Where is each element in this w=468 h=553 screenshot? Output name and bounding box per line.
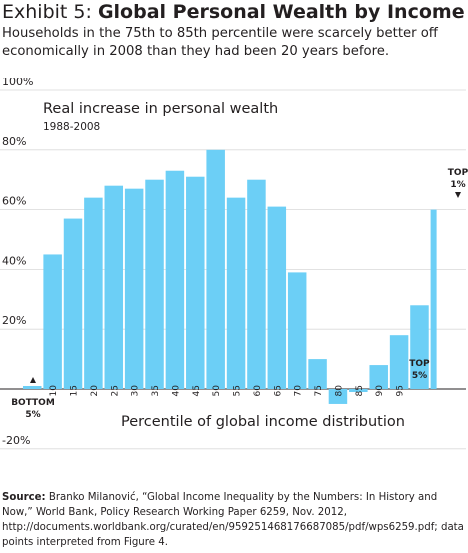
bar xyxy=(349,389,368,392)
bar xyxy=(63,218,83,389)
bar xyxy=(186,176,205,389)
x-tick-label: 40 xyxy=(171,385,181,397)
bar xyxy=(247,179,266,389)
x-tick-label: 15 xyxy=(70,385,80,396)
bar xyxy=(124,188,144,389)
bottom-annotation-line1: BOTTOM xyxy=(11,398,55,408)
bar xyxy=(226,197,246,389)
bar xyxy=(328,389,348,404)
bar xyxy=(287,272,307,389)
chart-main-title: Global Personal Wealth by Income xyxy=(97,1,465,23)
bar xyxy=(430,209,437,389)
bar xyxy=(308,359,327,389)
x-tick-label: 85 xyxy=(355,385,365,396)
bar xyxy=(410,305,429,389)
bar xyxy=(389,335,409,389)
bar xyxy=(145,179,164,389)
bar xyxy=(104,185,124,389)
x-tick-label: 80 xyxy=(334,385,344,397)
x-tick-label: 55 xyxy=(233,385,243,396)
x-tick-label: 60 xyxy=(253,385,263,397)
x-tick-label: 70 xyxy=(294,385,304,397)
top1-arrow-icon xyxy=(455,192,461,198)
bar xyxy=(23,386,42,389)
x-tick-label: 20 xyxy=(90,385,100,397)
top1-annotation-line2: 1% xyxy=(450,180,465,190)
chart-subtitle: 1988-2008 xyxy=(43,121,100,133)
source-note: Source: Branko Milanović, “Global Income… xyxy=(2,490,466,550)
x-tick-label: 65 xyxy=(273,385,283,396)
bar xyxy=(43,254,62,389)
x-tick-label: 30 xyxy=(131,385,141,397)
bar xyxy=(267,206,287,389)
wealth-bar-chart: -20% 20% 40% 60% 80% 100% 10 15 20 25 30 35 40 45 50 55… xyxy=(0,78,468,450)
x-tick-label: 90 xyxy=(375,385,385,397)
bottom-arrow-icon xyxy=(30,377,36,383)
bar xyxy=(369,365,388,389)
x-tick-label: 95 xyxy=(396,385,406,396)
x-tick-label: 75 xyxy=(314,385,324,396)
top5-annotation-line2: 5% xyxy=(412,371,427,381)
x-axis-label: Percentile of global income distribution xyxy=(121,414,405,430)
y-tick-label: 100% xyxy=(2,78,33,88)
x-tick-label: 35 xyxy=(151,385,161,396)
x-tick-label: 25 xyxy=(110,385,120,396)
y-tick-label: 80% xyxy=(2,135,26,148)
x-tick-label: 50 xyxy=(212,385,222,397)
source-text: Branko Milanović, “Global Income Inequal… xyxy=(2,492,464,548)
page-subtitle: Households in the 75th to 85th percentil… xyxy=(2,26,438,59)
page-title: Exhibit 5: Global Personal Wealth by Inc… xyxy=(2,0,465,24)
y-tick-label: 20% xyxy=(2,314,26,327)
y-tick-label: -20% xyxy=(2,434,30,447)
x-tick-label: 45 xyxy=(192,385,202,396)
bar xyxy=(206,149,225,389)
x-tick-label: 10 xyxy=(49,385,59,397)
top5-annotation-line1: TOP xyxy=(409,359,430,369)
top1-annotation-line1: TOP xyxy=(448,168,468,178)
source-label: Source: xyxy=(2,492,46,503)
y-tick-label: 40% xyxy=(2,254,26,267)
chart-title: Real increase in personal wealth xyxy=(43,101,278,117)
bar xyxy=(84,197,103,389)
bottom-annotation-line2: 5% xyxy=(25,410,40,420)
exhibit-label: Exhibit 5: xyxy=(2,1,92,23)
y-tick-label: 60% xyxy=(2,195,26,208)
bar xyxy=(165,170,185,389)
